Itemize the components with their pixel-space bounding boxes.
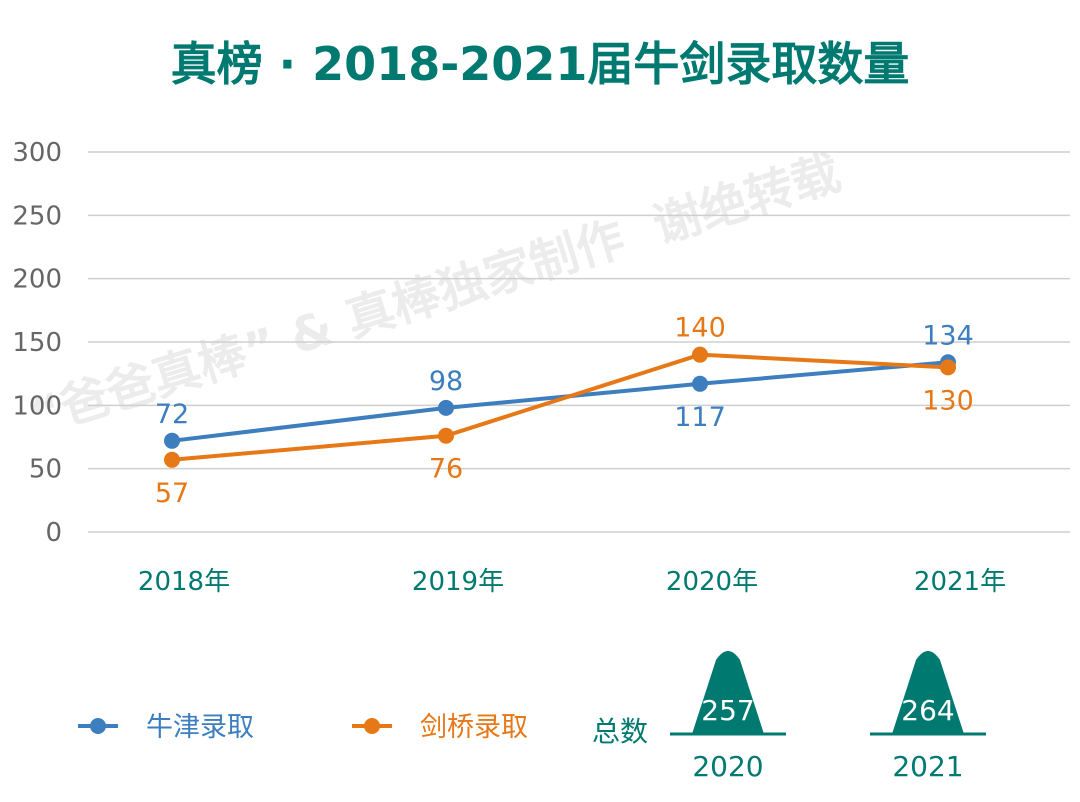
data-label: 98: [429, 366, 463, 397]
total-year: 2020: [692, 750, 763, 783]
y-tick-label: 150: [12, 328, 62, 358]
data-label: 140: [674, 313, 726, 344]
y-tick-label: 0: [45, 518, 62, 548]
total-value: 257: [701, 694, 754, 727]
data-point: [164, 432, 180, 449]
y-tick-label: 50: [29, 455, 62, 485]
x-tick-label: 2020年: [666, 567, 758, 597]
legend-label: 剑桥录取: [420, 712, 528, 743]
y-tick-label: 100: [12, 391, 62, 421]
total-peak-shape: [892, 651, 964, 734]
chart-title: 真榜 · 2018-2021届牛剑录取数量: [170, 37, 910, 91]
x-tick-label: 2019年: [412, 567, 504, 597]
totals-label: 总数: [591, 715, 648, 748]
total-peak-shape: [692, 651, 764, 734]
x-tick-label: 2021年: [914, 567, 1006, 597]
y-tick-label: 250: [12, 201, 62, 231]
total-year: 2021: [892, 750, 963, 783]
data-point: [438, 427, 454, 444]
y-tick-label: 300: [12, 138, 62, 168]
data-point: [692, 375, 708, 392]
x-tick-label: 2018年: [138, 567, 230, 597]
data-label: 130: [922, 385, 974, 416]
data-label: 76: [429, 454, 463, 485]
legend-label: 牛津录取: [146, 712, 254, 743]
data-label: 134: [922, 320, 974, 351]
data-point: [164, 451, 180, 468]
data-point: [940, 359, 956, 376]
data-label: 72: [155, 399, 189, 430]
data-point: [692, 346, 708, 363]
data-point: [438, 399, 454, 416]
series-line-0: [171, 360, 949, 443]
legend-marker: [364, 718, 380, 734]
series-line-1: [171, 352, 949, 462]
data-label: 57: [155, 478, 189, 509]
data-label: 117: [674, 402, 726, 433]
y-tick-label: 200: [12, 265, 62, 295]
total-value: 264: [901, 694, 954, 727]
legend-marker: [90, 718, 106, 734]
